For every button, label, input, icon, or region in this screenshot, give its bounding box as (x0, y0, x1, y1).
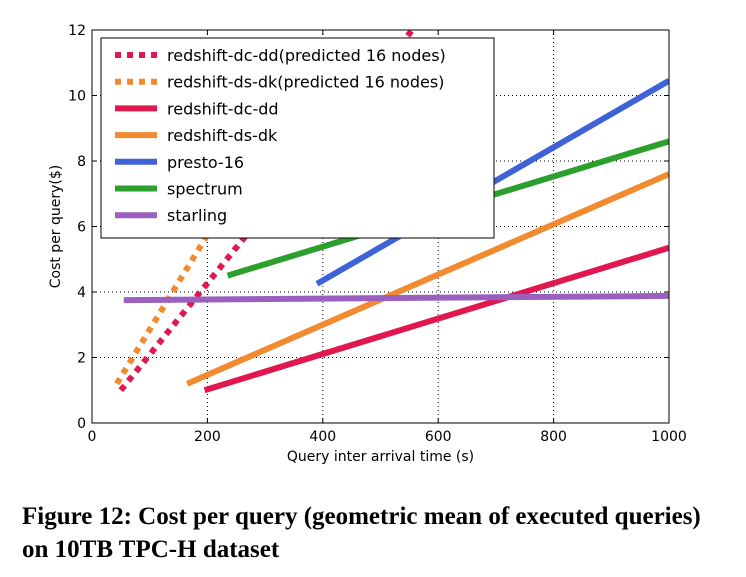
y-tick-label: 8 (77, 154, 86, 170)
legend-label: starling (167, 206, 227, 225)
legend-label: redshift-ds-dk(predicted 16 nodes) (167, 73, 444, 92)
figure-caption: Figure 12: Cost per query (geometric mea… (22, 503, 701, 563)
x-tick-label: 800 (540, 429, 567, 445)
x-tick-label: 400 (309, 429, 336, 445)
legend-box (100, 37, 495, 239)
series-lines (114, 30, 669, 394)
legend: redshift-dc-dd(predicted 16 nodes) redshi… (100, 37, 495, 239)
y-tick-label: 0 (77, 416, 86, 432)
legend-label: redshift-ds-dk (167, 126, 278, 145)
y-tick-label: 12 (68, 23, 86, 39)
series-line-starling (123, 292, 669, 304)
y-tick-label: 10 (68, 89, 86, 105)
x-tick-label: 1000 (651, 429, 687, 445)
legend-label: presto-16 (167, 153, 244, 172)
axis-ticks: 0 200 400 600 800 1000 0 2 4 6 8 10 12 (68, 23, 687, 445)
x-tick-label: 200 (194, 429, 221, 445)
legend-label: redshift-dc-dd (167, 99, 279, 118)
legend-label: redshift-dc-dd(predicted 16 nodes) (167, 46, 446, 65)
y-tick-label: 6 (77, 220, 86, 236)
x-axis-title: Query inter arrival time (s) (287, 449, 474, 465)
x-tick-label: 600 (425, 429, 452, 445)
y-tick-label: 4 (77, 285, 86, 301)
series-line-redshift-ds-dk (186, 171, 669, 387)
series-line-redshift-dc-dd (203, 244, 669, 394)
x-tick-label: 0 (88, 429, 97, 445)
y-tick-label: 2 (77, 351, 86, 367)
chart: 0 200 400 600 800 1000 0 2 4 6 8 10 12 Query inter a… (48, 23, 687, 465)
y-axis-title: Cost per query($) (48, 165, 64, 289)
legend-label: spectrum (167, 180, 243, 199)
